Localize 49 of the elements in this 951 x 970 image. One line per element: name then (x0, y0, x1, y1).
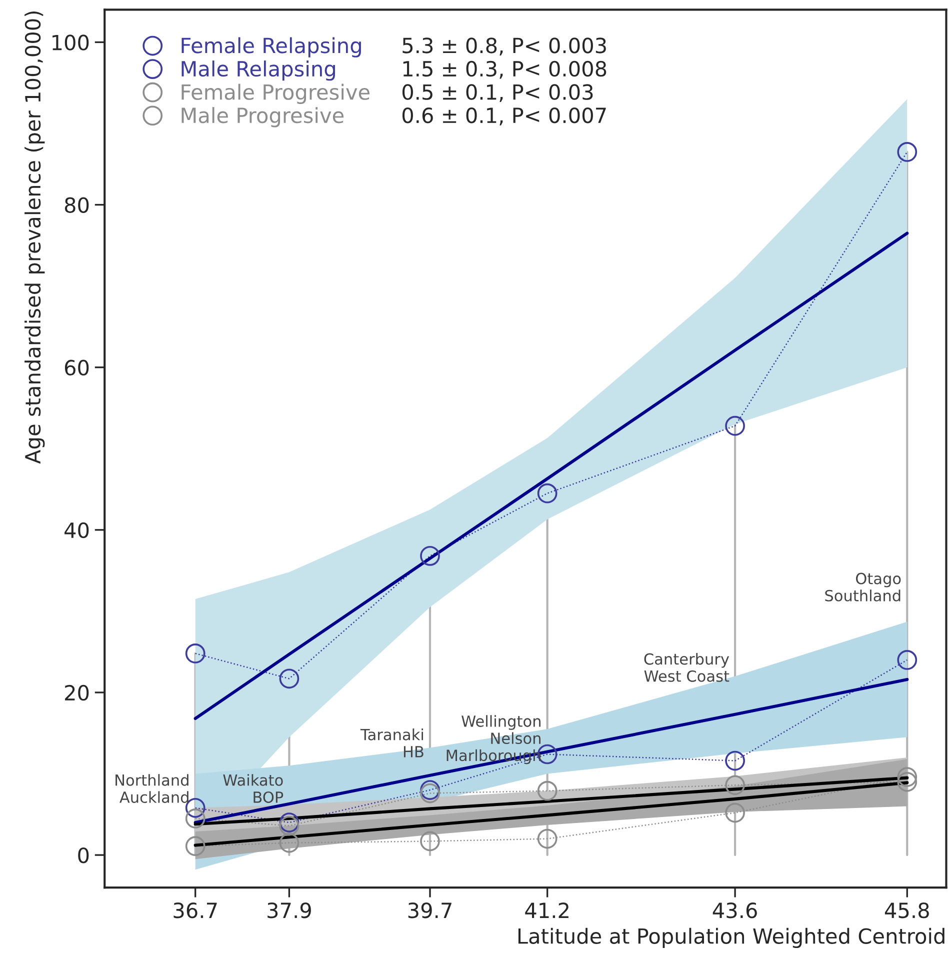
point (537, 828, 558, 849)
point (185, 644, 206, 664)
y-tick-label: 40 (64, 522, 89, 538)
y-tick-label: 0 (78, 847, 89, 864)
point (420, 780, 440, 800)
point (725, 802, 745, 823)
annotation: Northland Auckland (116, 774, 188, 803)
x-tick-label: 43.6 (712, 902, 757, 918)
point (185, 836, 206, 856)
point (725, 416, 745, 436)
y-tick-label: 20 (65, 684, 89, 701)
point (279, 816, 300, 836)
annotation: 1.5 ± 0.3, P< 0.008 (403, 60, 606, 79)
annotation: 0.5 ± 0.1, P< 0.03 (402, 84, 593, 102)
x-tick-label: 37.9 (268, 902, 311, 918)
x-tick-label: 45.8 (884, 902, 929, 918)
annotation: Canterbury West Coast (644, 652, 730, 682)
point (897, 772, 918, 792)
point (897, 142, 918, 162)
point (279, 812, 300, 832)
legend-label: Female Progresive (182, 84, 370, 104)
point (725, 775, 745, 796)
legend-label: Female Relapsing (182, 37, 361, 58)
annotation: Taranaki HB (360, 728, 424, 758)
point (185, 808, 206, 828)
y-tick-label: 60 (64, 360, 89, 376)
point (420, 783, 440, 804)
annotation: Otago Southland (825, 572, 901, 602)
legend-label: Male Progresive (182, 107, 344, 128)
point (537, 483, 558, 504)
y-tick-label: 100 (52, 34, 89, 50)
annotation: 5.3 ± 0.8, P< 0.003 (402, 38, 606, 56)
point (279, 832, 300, 853)
point (897, 767, 918, 787)
annotation: Waikato BOP (223, 774, 284, 803)
legend-label: Male Relapsing (182, 60, 335, 81)
y-axis-title: Age standardised prevalence (per 100,000) (24, 12, 45, 464)
annotation: 0.6 ± 0.1, P< 0.007 (402, 107, 606, 126)
x-tick-label: 41.2 (525, 902, 568, 918)
point (279, 668, 300, 689)
x-tick-label: 36.7 (174, 902, 217, 918)
x-tick-label: 39.7 (408, 902, 452, 918)
point (420, 831, 440, 852)
point (537, 780, 558, 801)
point (897, 650, 918, 670)
point (420, 546, 440, 566)
y-tick-label: 80 (64, 197, 89, 213)
point (725, 750, 745, 771)
x-axis-title: Latitude at Population Weighted Centroid (518, 928, 944, 948)
